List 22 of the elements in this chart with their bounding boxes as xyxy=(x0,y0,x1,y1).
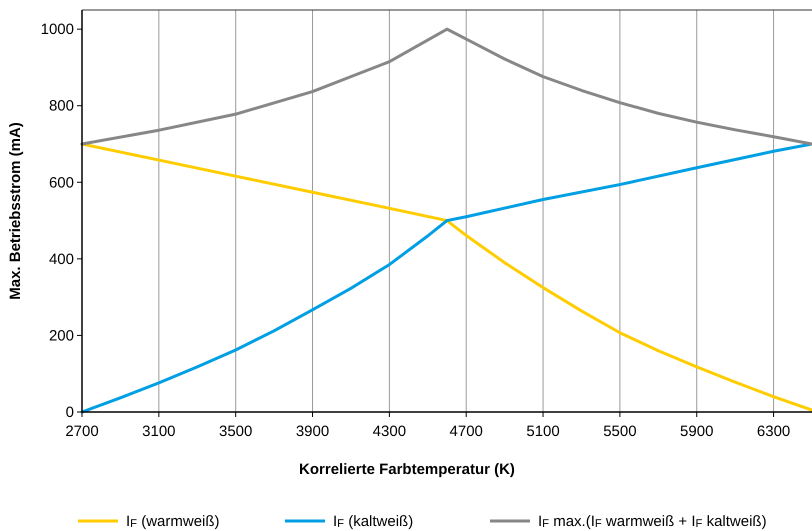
x-tick-label: 6300 xyxy=(756,423,790,440)
x-tick-label: 3100 xyxy=(142,423,176,440)
x-axis-title: Korrelierte Farbtemperatur (K) xyxy=(299,461,515,478)
x-tick-label: 2700 xyxy=(65,423,99,440)
x-tick-label: 4300 xyxy=(372,423,406,440)
y-tick-label: 200 xyxy=(48,327,74,344)
x-tick-label: 3500 xyxy=(218,423,252,440)
x-tick-label: 5500 xyxy=(603,423,637,440)
x-tick-label: 5100 xyxy=(526,423,560,440)
x-tick-label: 5900 xyxy=(680,423,714,440)
line-series xyxy=(80,28,812,146)
y-tick-label: 600 xyxy=(48,174,74,192)
legend-label: I$_{F}$ (warmweiß) xyxy=(126,513,220,530)
x-tick-label: 3900 xyxy=(296,423,330,440)
legend-label: I$_{F}$ max.(I$_{F}$ warmweiß + I$_{F}$ kaltweiß) xyxy=(538,513,767,530)
y-tick-label: 1000 xyxy=(40,21,74,38)
legend-label: I$_{F}$ (kaltweiß) xyxy=(333,513,414,530)
y-tick-label: 400 xyxy=(48,250,74,268)
y-tick-label: 0 xyxy=(66,404,74,421)
y-axis-title: Max. Betriebsstrom (mA) xyxy=(7,122,24,300)
x-tick-label: 4700 xyxy=(450,423,483,440)
y-tick-label: 800 xyxy=(48,98,74,115)
